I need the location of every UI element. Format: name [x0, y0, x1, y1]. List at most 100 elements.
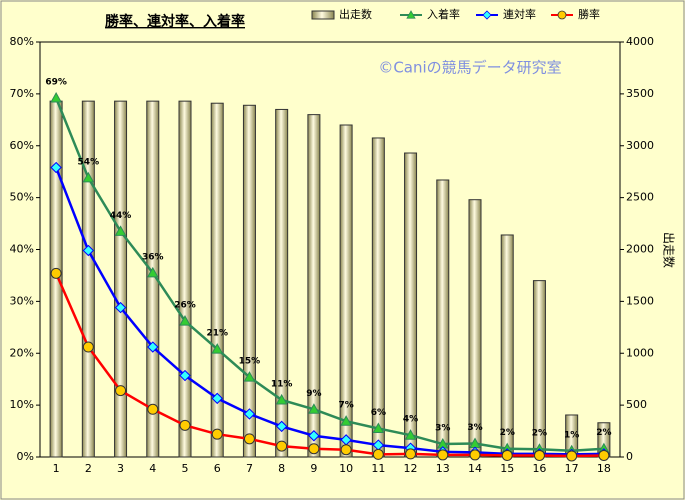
point: [372, 448, 384, 460]
data-label: 2%: [500, 428, 515, 438]
y-tick-label: 0%: [17, 450, 34, 463]
data-label: 4%: [403, 415, 418, 425]
point: [115, 385, 127, 397]
bar: [339, 124, 353, 458]
bar: [468, 199, 482, 458]
x-tick-label: 10: [339, 462, 353, 475]
bar: [178, 100, 192, 458]
bar: [404, 152, 418, 458]
point: [243, 433, 255, 445]
y-tick-label: 70%: [10, 87, 34, 100]
y2-tick-label: 3000: [626, 139, 654, 152]
y2-tick-label: 4000: [626, 35, 654, 48]
point: [275, 420, 288, 433]
point: [308, 403, 320, 414]
y2-tick-label: 2000: [626, 243, 654, 256]
point: [437, 449, 449, 461]
legend-marker: [557, 10, 567, 20]
point: [340, 444, 352, 456]
chart-title: 勝率、連対率、入着率: [105, 13, 245, 30]
x-tick-label: 4: [149, 462, 156, 475]
data-label: 3%: [467, 423, 482, 433]
bar: [49, 100, 63, 458]
point: [179, 315, 191, 326]
point: [179, 419, 191, 431]
x-tick-label: 9: [310, 462, 317, 475]
data-label: 15%: [239, 357, 261, 367]
x-tick-label: 12: [404, 462, 418, 475]
data-label: 54%: [78, 157, 100, 167]
point: [243, 371, 256, 382]
point: [566, 450, 578, 462]
y-tick-label: 30%: [10, 294, 34, 307]
point: [82, 244, 95, 257]
x-tick-label: 11: [371, 462, 385, 475]
x-tick-label: 14: [468, 462, 482, 475]
plot-area: [39, 41, 621, 458]
point: [598, 449, 610, 461]
bar: [436, 179, 450, 458]
x-tick-label: 5: [182, 462, 189, 475]
point: [211, 392, 223, 405]
data-label: 1%: [564, 430, 579, 440]
y2-tick-label: 1000: [626, 346, 654, 359]
point: [501, 449, 513, 461]
y2-tick-label: 3500: [626, 87, 654, 100]
y2-tick-label: 1500: [626, 294, 654, 307]
point: [308, 443, 320, 455]
point: [114, 225, 127, 236]
data-label: 21%: [206, 329, 228, 339]
bar: [275, 108, 289, 458]
point: [404, 429, 417, 440]
legend-marker: [406, 10, 416, 19]
bar: [500, 234, 514, 458]
bar: [242, 104, 256, 458]
point: [211, 428, 223, 440]
data-label: 26%: [174, 301, 196, 311]
point: [82, 171, 95, 183]
data-label: 11%: [271, 379, 293, 389]
point: [243, 408, 256, 420]
data-label: 6%: [371, 408, 386, 418]
x-tick-label: 8: [278, 462, 285, 475]
data-label: 9%: [306, 389, 321, 399]
legend-label: 連対率: [503, 7, 536, 21]
point: [211, 343, 224, 354]
legend-label: 出走数: [339, 7, 372, 21]
point: [50, 161, 62, 174]
point: [276, 440, 288, 452]
data-label: 44%: [110, 211, 132, 221]
point: [372, 422, 385, 433]
point: [82, 341, 94, 353]
data-label: 7%: [338, 401, 353, 411]
x-tick-label: 7: [246, 462, 253, 475]
x-tick-label: 3: [117, 462, 124, 475]
line: [54, 97, 604, 453]
bar: [210, 102, 224, 458]
bar: [307, 114, 321, 458]
bar: [114, 100, 128, 458]
y2-axis-title: 出走数: [662, 232, 677, 268]
watermark: ©Caniの競馬データ研究室: [378, 59, 561, 77]
x-tick-label: 6: [214, 462, 221, 475]
point: [469, 449, 481, 461]
y2-tick-label: 0: [626, 450, 633, 463]
y-tick-label: 50%: [10, 191, 34, 204]
point: [405, 448, 417, 460]
point: [340, 415, 352, 426]
y-tick-label: 60%: [10, 139, 34, 152]
x-tick-label: 1: [53, 462, 60, 475]
data-label: 36%: [142, 252, 164, 262]
point: [275, 393, 288, 405]
legend-label: 勝率: [578, 7, 600, 21]
data-label: 2%: [596, 428, 611, 438]
point: [146, 266, 159, 278]
y-tick-label: 20%: [10, 346, 34, 359]
point: [533, 449, 545, 461]
y2-tick-label: 2500: [626, 191, 654, 204]
data-label: 69%: [45, 78, 67, 88]
y-tick-label: 10%: [10, 398, 34, 411]
x-tick-label: 15: [500, 462, 514, 475]
